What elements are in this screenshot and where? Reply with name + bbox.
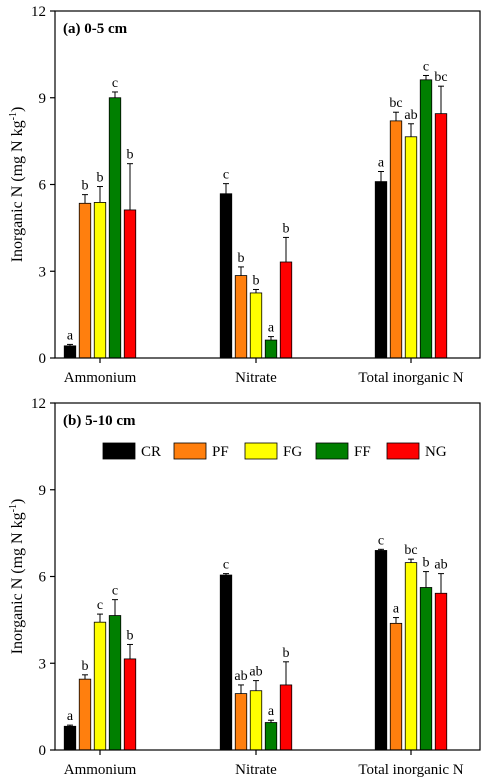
legend-swatch-cr <box>102 442 136 460</box>
significance-letter: bc <box>434 70 447 85</box>
legend-swatch-pf <box>173 442 207 460</box>
y-tick-label: 0 <box>39 351 47 367</box>
legend-label-fg: FG <box>283 444 302 460</box>
bar-cr <box>374 550 388 751</box>
bar-fg <box>404 562 418 751</box>
significance-letter: b <box>283 221 290 236</box>
bar-fg <box>249 292 263 359</box>
bar-cr <box>219 574 233 751</box>
bar-pf <box>389 120 403 359</box>
y-tick-label: 0 <box>39 743 47 759</box>
bar-ng <box>123 658 137 751</box>
plot-frame <box>54 402 481 751</box>
significance-letter: b <box>283 646 290 661</box>
significance-letter: bc <box>389 96 402 111</box>
significance-letter: b <box>82 659 89 674</box>
y-axis-label: Inorganic N (mg N kg-1) <box>8 499 26 655</box>
legend-swatch-ff <box>315 442 349 460</box>
significance-letter: a <box>378 155 385 170</box>
x-category-label: Ammonium <box>64 762 137 778</box>
bar-pf <box>389 622 403 751</box>
bar-ff <box>108 97 122 359</box>
significance-letter: c <box>97 598 103 613</box>
significance-letter: a <box>268 321 275 336</box>
significance-letter: ab <box>234 669 247 684</box>
significance-letter: bc <box>404 543 417 558</box>
y-tick-label: 9 <box>39 91 47 107</box>
panel-title: (b) 5-10 cm <box>63 413 136 429</box>
legend-label-cr: CR <box>141 444 161 460</box>
x-category-label: Nitrate <box>235 370 277 386</box>
significance-letter: c <box>378 533 384 548</box>
significance-letter: ab <box>404 108 417 123</box>
significance-letter: a <box>393 602 400 617</box>
significance-letter: ab <box>434 558 447 573</box>
significance-letter: c <box>112 584 118 599</box>
bar-cr <box>63 725 77 751</box>
significance-letter: b <box>82 179 89 194</box>
bar-ng <box>434 592 448 751</box>
chart-panel-b: 0 3 6 9 12 Inorganic N (mg N kg-1) Ammonium Nit… <box>8 396 481 778</box>
bar-ng <box>279 261 293 359</box>
bar-pf <box>78 678 92 751</box>
significance-letter: b <box>97 171 104 186</box>
bar-fg <box>93 202 107 359</box>
legend-label-ff: FF <box>354 444 371 460</box>
bar-cr <box>219 193 233 359</box>
bar-ng <box>279 684 293 751</box>
bar-ff <box>264 722 278 751</box>
legend: CR PF FG FF NG <box>102 442 447 460</box>
x-category-label: Total inorganic N <box>358 370 463 386</box>
y-tick-label: 3 <box>39 656 47 672</box>
y-tick-label: 3 <box>39 264 47 280</box>
legend-label-pf: PF <box>212 444 229 460</box>
legend-swatch-ng <box>386 442 420 460</box>
y-tick-label: 12 <box>31 396 46 412</box>
bar-ng <box>434 113 448 359</box>
significance-letter: c <box>112 76 118 91</box>
significance-letter: ab <box>249 665 262 680</box>
significance-letter: a <box>67 709 74 724</box>
y-tick-label: 6 <box>39 570 47 586</box>
y-tick-label: 6 <box>39 178 47 194</box>
bar-pf <box>78 202 92 359</box>
significance-letter: b <box>238 251 245 266</box>
bar-fg <box>249 690 263 751</box>
bar-ff <box>264 339 278 359</box>
bar-pf <box>234 693 248 751</box>
bar-ff <box>419 587 433 751</box>
significance-letter: b <box>253 273 260 288</box>
significance-letter: c <box>223 168 229 183</box>
bar-ff <box>419 79 433 359</box>
significance-letter: a <box>67 328 74 343</box>
significance-letter: b <box>127 628 134 643</box>
x-category-label: Ammonium <box>64 370 137 386</box>
significance-letter: c <box>223 558 229 573</box>
bar-cr <box>63 345 77 359</box>
plot-frame <box>54 10 481 359</box>
significance-letter: b <box>127 148 134 163</box>
bar-ng <box>123 209 137 359</box>
chart-panel-a: 0 3 6 9 12 Inorganic N (mg N kg-1) Ammonium Nit… <box>8 4 481 386</box>
bar-pf <box>234 275 248 359</box>
significance-letter: b <box>423 556 430 571</box>
legend-label-ng: NG <box>425 444 447 460</box>
y-tick-label: 12 <box>31 4 46 20</box>
x-category-label: Total inorganic N <box>358 762 463 778</box>
bar-fg <box>404 136 418 359</box>
x-category-label: Nitrate <box>235 762 277 778</box>
bar-cr <box>374 181 388 359</box>
bar-ff <box>108 615 122 751</box>
y-tick-label: 9 <box>39 483 47 499</box>
y-axis-label: Inorganic N (mg N kg-1) <box>8 107 26 263</box>
legend-swatch-fg <box>244 442 278 460</box>
bar-fg <box>93 621 107 751</box>
significance-letter: a <box>268 704 275 719</box>
significance-letter: c <box>423 59 429 74</box>
panel-title: (a) 0-5 cm <box>63 21 128 37</box>
